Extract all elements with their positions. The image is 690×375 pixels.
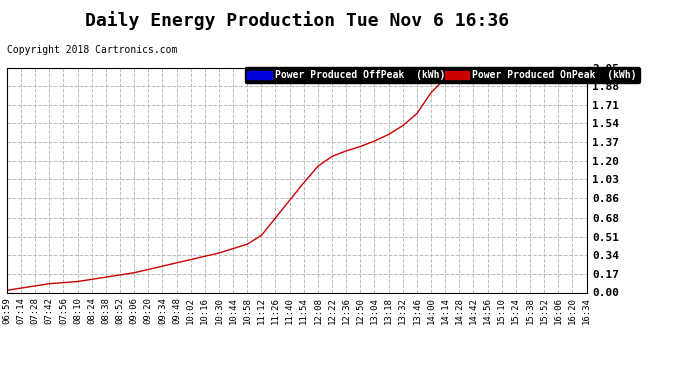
Text: Copyright 2018 Cartronics.com: Copyright 2018 Cartronics.com [7, 45, 177, 55]
Text: Daily Energy Production Tue Nov 6 16:36: Daily Energy Production Tue Nov 6 16:36 [85, 11, 509, 30]
Legend: Power Produced OffPeak  (kWh), Power Produced OnPeak  (kWh): Power Produced OffPeak (kWh), Power Prod… [244, 68, 640, 83]
